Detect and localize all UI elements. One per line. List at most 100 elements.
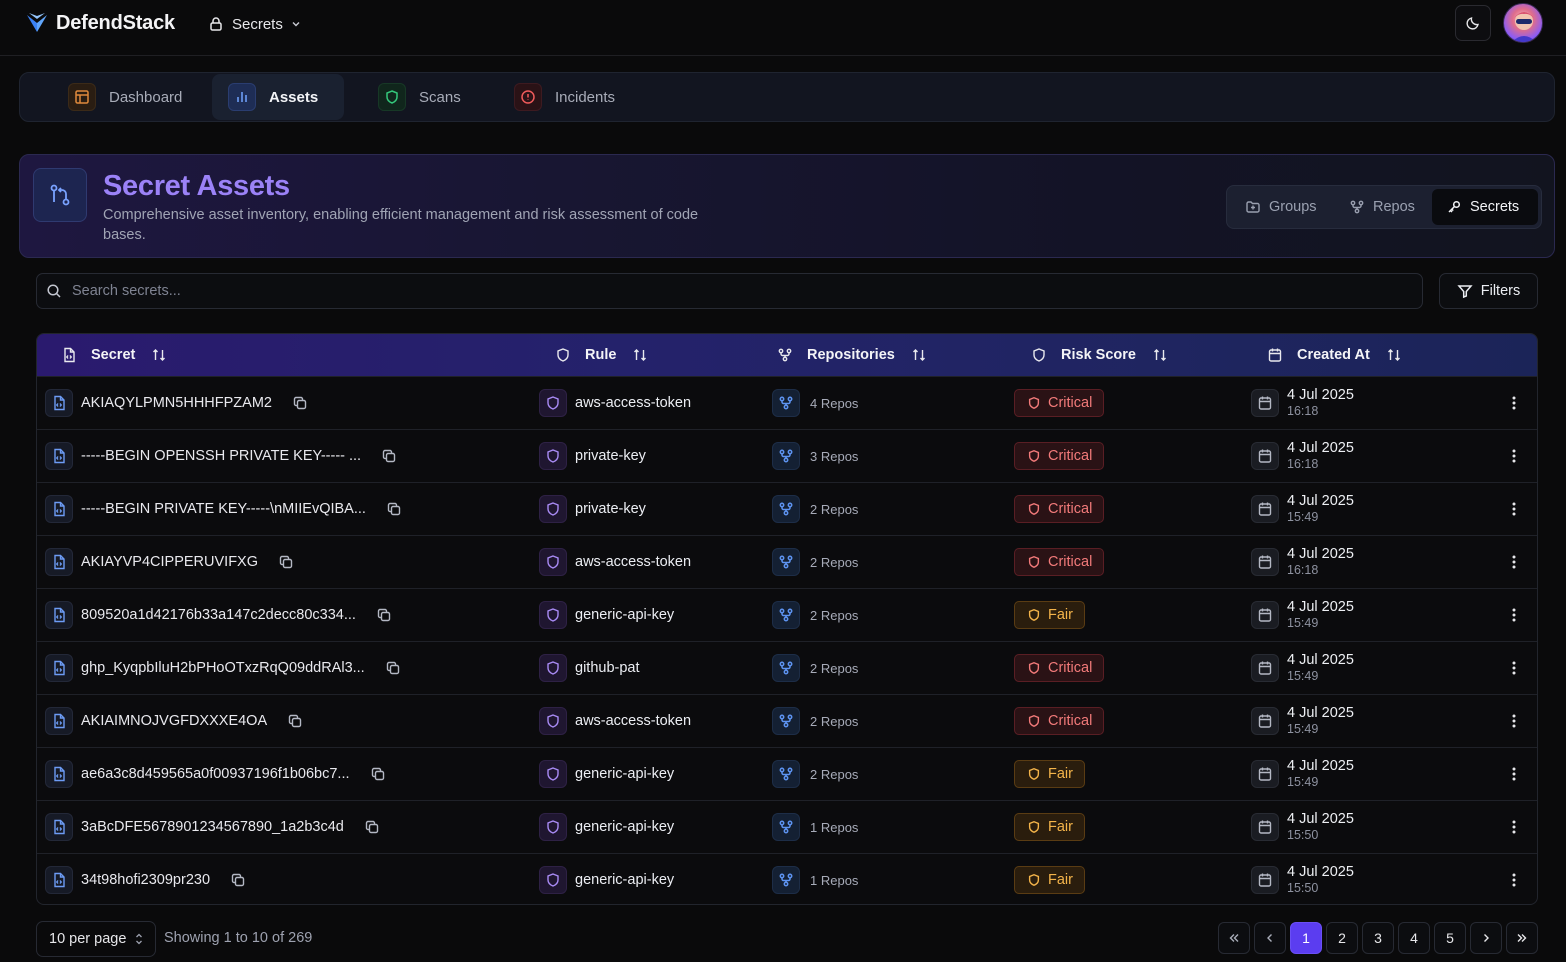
risk-badge: Critical <box>1014 389 1105 417</box>
more-vertical-icon[interactable] <box>1502 589 1526 641</box>
more-vertical-icon[interactable] <box>1502 377 1526 429</box>
more-vertical-icon[interactable] <box>1502 642 1526 694</box>
repos-cell: 2 Repos <box>772 748 858 800</box>
sort-icon[interactable] <box>632 347 648 363</box>
page-title: Secret Assets <box>103 170 290 202</box>
first-page-button[interactable] <box>1218 922 1250 954</box>
copy-icon[interactable] <box>386 501 402 517</box>
risk-cell: Critical <box>1014 695 1105 747</box>
copy-icon[interactable] <box>230 872 246 888</box>
repo-count[interactable]: 2 Repos <box>810 501 859 517</box>
calendar-icon <box>1251 654 1279 682</box>
shield-icon <box>539 866 567 894</box>
repos-cell: 2 Repos <box>772 642 858 694</box>
more-vertical-icon[interactable] <box>1502 483 1526 535</box>
secret-value: AKIAYVP4CIPPERUVIFXG <box>81 554 259 570</box>
page-button-3[interactable]: 3 <box>1362 922 1394 954</box>
file-code-icon <box>45 389 73 417</box>
table-row[interactable]: 34t98hofi2309pr230 generic-api-key 1 Rep… <box>37 853 1537 904</box>
repo-count[interactable]: 3 Repos <box>810 448 859 464</box>
copy-icon[interactable] <box>370 766 386 782</box>
repo-count[interactable]: 2 Repos <box>810 554 859 570</box>
repo-count[interactable]: 2 Repos <box>810 607 859 623</box>
column-risk-score[interactable]: Risk Score <box>1031 334 1168 376</box>
rule-cell: generic-api-key <box>539 801 674 853</box>
more-vertical-icon[interactable] <box>1502 854 1526 904</box>
more-vertical-icon[interactable] <box>1502 801 1526 853</box>
tab-dashboard[interactable]: Dashboard <box>52 74 210 120</box>
sort-icon[interactable] <box>1152 347 1168 363</box>
theme-toggle-button[interactable] <box>1455 5 1491 41</box>
tab-scans[interactable]: Scans <box>362 74 482 120</box>
top-bar: DefendStack Secrets <box>0 0 1566 56</box>
column-secret[interactable]: Secret <box>61 334 167 376</box>
column-repositories[interactable]: Repositories <box>777 334 927 376</box>
more-vertical-icon[interactable] <box>1502 430 1526 482</box>
page-button-4[interactable]: 4 <box>1398 922 1430 954</box>
repo-count[interactable]: 1 Repos <box>810 872 859 888</box>
segment-secrets[interactable]: Secrets <box>1432 189 1538 225</box>
copy-icon[interactable] <box>292 395 308 411</box>
avatar[interactable] <box>1503 3 1543 43</box>
calendar-icon <box>1251 442 1279 470</box>
more-vertical-icon[interactable] <box>1502 695 1526 747</box>
copy-icon[interactable] <box>287 713 303 729</box>
brand[interactable]: DefendStack <box>24 10 175 36</box>
table-row[interactable]: AKIAYVP4CIPPERUVIFXG aws-access-token 2 … <box>37 535 1537 588</box>
copy-icon[interactable] <box>376 607 392 623</box>
context-switcher[interactable]: Secrets <box>208 13 301 35</box>
table-row[interactable]: -----BEGIN PRIVATE KEY-----\nMIIEvQIBA..… <box>37 482 1537 535</box>
secret-cell: 34t98hofi2309pr230 <box>45 854 246 904</box>
page-button-5[interactable]: 5 <box>1434 922 1466 954</box>
created-time: 15:49 <box>1287 510 1319 524</box>
segment-repos[interactable]: Repos <box>1335 189 1429 225</box>
repo-count[interactable]: 2 Repos <box>810 713 859 729</box>
more-vertical-icon[interactable] <box>1502 748 1526 800</box>
shield-icon <box>1031 347 1047 363</box>
table-row[interactable]: ae6a3c8d459565a0f00937196f1b06bc7... gen… <box>37 747 1537 800</box>
filters-button[interactable]: Filters <box>1439 273 1538 309</box>
rule-cell: generic-api-key <box>539 748 674 800</box>
tab-assets[interactable]: Assets <box>212 74 344 120</box>
git-branch-icon <box>772 548 800 576</box>
table-row[interactable]: AKIAIMNOJVGFDXXXE4OA aws-access-token 2 … <box>37 694 1537 747</box>
created-date: 4 Jul 2025 <box>1287 758 1354 774</box>
table-row[interactable]: AKIAQYLPMN5HHHFPZAM2 aws-access-token 4 … <box>37 376 1537 429</box>
next-page-button[interactable] <box>1470 922 1502 954</box>
repo-count[interactable]: 2 Repos <box>810 766 859 782</box>
per-page-select[interactable]: 10 per page <box>36 921 156 957</box>
tab-incidents[interactable]: Incidents <box>498 74 638 120</box>
copy-icon[interactable] <box>364 819 380 835</box>
sort-icon[interactable] <box>1386 347 1402 363</box>
table-row[interactable]: ghp_KyqpbIluH2bPHoOTxzRqQ09ddRAl3... git… <box>37 641 1537 694</box>
copy-icon[interactable] <box>278 554 294 570</box>
page-button-1[interactable]: 1 <box>1290 922 1322 954</box>
risk-cell: Critical <box>1014 483 1105 535</box>
repo-count[interactable]: 1 Repos <box>810 819 859 835</box>
table-row[interactable]: -----BEGIN OPENSSH PRIVATE KEY----- ... … <box>37 429 1537 482</box>
search-input[interactable] <box>72 283 1372 299</box>
column-created-at[interactable]: Created At <box>1267 334 1402 376</box>
sort-icon[interactable] <box>151 347 167 363</box>
copy-icon[interactable] <box>385 660 401 676</box>
previous-page-button[interactable] <box>1254 922 1286 954</box>
column-rule[interactable]: Rule <box>555 334 648 376</box>
calendar-icon <box>1251 495 1279 523</box>
segment-groups[interactable]: Groups <box>1231 189 1331 225</box>
layout-icon <box>68 83 96 111</box>
table-row[interactable]: 809520a1d42176b33a147c2decc80c334... gen… <box>37 588 1537 641</box>
repo-count[interactable]: 4 Repos <box>810 395 859 411</box>
page-button-2[interactable]: 2 <box>1326 922 1358 954</box>
more-vertical-icon[interactable] <box>1502 536 1526 588</box>
table-row[interactable]: 3aBcDFE5678901234567890_1a2b3c4d generic… <box>37 800 1537 853</box>
copy-icon[interactable] <box>381 448 397 464</box>
created-time: 15:50 <box>1287 828 1319 842</box>
last-page-button[interactable] <box>1506 922 1538 954</box>
created-time: 15:49 <box>1287 722 1319 736</box>
bar-chart-icon <box>228 83 256 111</box>
sort-icon[interactable] <box>911 347 927 363</box>
git-branch-icon <box>772 760 800 788</box>
tab-label: Dashboard <box>109 88 183 106</box>
repo-count[interactable]: 2 Repos <box>810 660 859 676</box>
shield-icon <box>539 707 567 735</box>
